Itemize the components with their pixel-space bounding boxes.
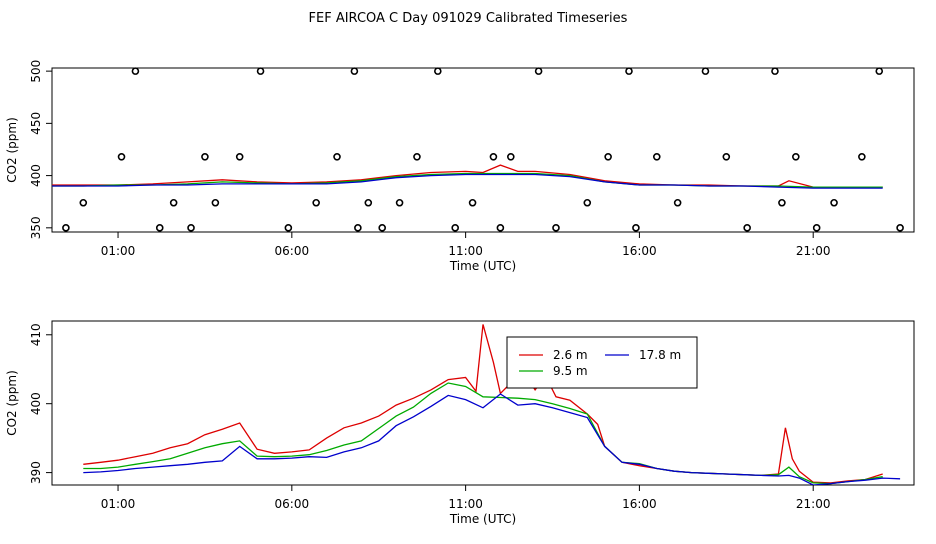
flask-point [378,224,387,232]
plot-frame [51,320,915,486]
x-tick-label: 01:00 [101,244,136,258]
series-line-17-8-m-m [52,173,883,189]
legend-label: 9.5 m [553,364,588,378]
x-axis-label: Time (UTC) [449,259,516,273]
flask-point [395,198,404,207]
flask-point [201,152,209,161]
y-tick-label: 410 [29,323,43,346]
flask-point [131,67,140,75]
flask-point [652,152,661,161]
figure-title: FEF AIRCOA C Day 091029 Calibrated Times… [309,11,628,26]
flask-point [62,224,70,232]
flask-point [507,152,515,161]
flask-point [632,224,640,232]
flask-point [771,67,779,75]
x-tick-label: 01:00 [101,497,136,511]
x-axis-label: Time (UTC) [449,512,516,526]
flask-point [117,152,126,161]
flask-point [364,198,373,207]
flask-point [496,224,505,232]
x-tick-label: 11:00 [448,244,483,258]
flask-point [625,67,633,75]
legend-box [506,336,698,389]
flask-point [792,152,800,161]
flask-point [812,224,821,232]
series-line-2-6-m-m [83,324,883,484]
x-tick-label: 06:00 [275,497,310,511]
series-line-17-8-m-m [83,393,901,485]
y-tick-label: 350 [29,216,43,239]
x-tick-label: 06:00 [275,244,310,258]
y-axis-label: CO2 (ppm) [5,370,19,436]
flask-point [235,152,244,161]
flask-point [155,224,164,232]
flask-point [583,198,592,207]
flask-point [284,224,293,232]
x-tick-label: 21:00 [796,244,831,258]
flask-point [312,198,320,207]
legend-label: 2.6 m [553,348,588,362]
legend-label: 17.8 m [639,348,681,362]
y-tick-label: 400 [29,392,43,415]
flask-point [79,198,88,207]
flask-point [187,224,195,232]
x-tick-label: 11:00 [448,497,483,511]
flask-point [256,67,265,75]
y-tick-label: 500 [29,60,43,83]
y-tick-label: 390 [29,461,43,484]
flask-point [333,152,341,161]
flask-point [468,198,477,207]
x-tick-label: 16:00 [622,497,657,511]
series-line-9-5-m-m [83,382,883,485]
flask-point [896,224,904,232]
flask-point [211,198,220,207]
flask-point [552,224,560,232]
flask-point [673,198,682,207]
flask-point [169,198,178,207]
flask-point [350,67,359,75]
flask-point [604,152,612,161]
flask-point [858,152,866,161]
flask-point [830,198,838,207]
flask-point [778,198,786,207]
y-tick-label: 400 [29,164,43,187]
flask-point [534,67,543,75]
flask-point [451,224,459,232]
flask-point [722,152,731,161]
bottom-panel: 01:00 06:00 11:00 16:00 21:00 Time (UTC) 390 40… [5,320,915,526]
flask-point [489,152,498,161]
y-axis-label: CO2 (ppm) [5,117,19,183]
flask-point [413,152,421,161]
plot-frame [51,67,915,233]
flask-point [701,67,710,75]
top-panel: 01:00 06:00 11:00 16:00 21:00 Time (UTC) 350 40… [5,60,915,273]
flask-point [743,224,751,232]
flask-point [434,67,442,75]
flask-point [875,67,884,75]
y-tick-label: 450 [29,112,43,135]
x-tick-label: 21:00 [796,497,831,511]
flask-point [354,224,362,232]
x-tick-label: 16:00 [622,244,657,258]
